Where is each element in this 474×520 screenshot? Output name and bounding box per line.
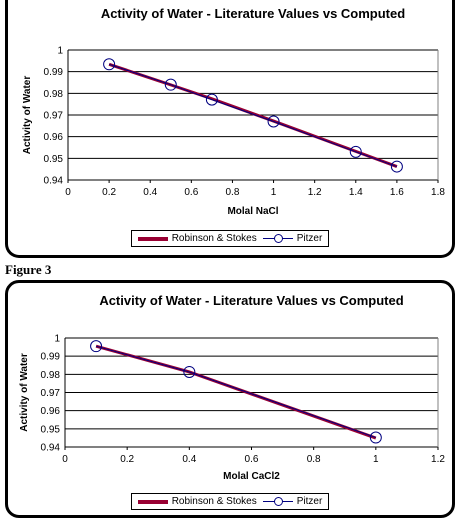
x-tick-label: 1.8 <box>431 187 445 198</box>
x-tick-label: 1 <box>271 187 277 198</box>
x-tick-label: 0.8 <box>225 187 239 198</box>
x-tick-label: 0.6 <box>184 187 198 198</box>
y-tick-label: 0.94 <box>44 176 64 187</box>
series-line-pitzer <box>108 63 398 168</box>
x-tick-label: 0.4 <box>182 454 196 465</box>
x-tick-label: 0.2 <box>102 187 116 198</box>
y-tick-label: 0.98 <box>41 370 61 381</box>
legend-label-robinson: Robinson & Stokes <box>171 496 257 507</box>
robinson-swatch-icon <box>137 236 168 241</box>
pitzer-swatch-icon <box>262 496 293 507</box>
y-tick-label: 0.99 <box>41 352 61 363</box>
y-tick-label: 0.97 <box>44 111 64 122</box>
x-tick-label: 0 <box>62 454 68 465</box>
y-tick-label: 1 <box>57 46 63 57</box>
y-tick-label: 0.96 <box>41 406 61 417</box>
chart-title: Activity of Water - Literature Values vs… <box>101 6 405 21</box>
chart-cacl2: Activity of Water - Literature Values vs… <box>19 293 445 482</box>
y-tick-label: 0.98 <box>44 89 64 100</box>
legend-nacl: Robinson & Stokes Pitzer <box>8 230 452 247</box>
data-point-pitzer <box>205 93 218 106</box>
legend-item-robinson: Robinson & Stokes <box>137 496 257 507</box>
data-point-pitzer <box>349 145 362 158</box>
pitzer-swatch-icon <box>262 233 293 244</box>
y-tick-label: 0.95 <box>41 424 61 435</box>
chart-nacl: Activity of Water - Literature Values vs… <box>22 6 445 217</box>
series-line-pitzer <box>95 345 376 439</box>
x-tick-label: 0 <box>65 187 71 198</box>
robinson-swatch-icon <box>137 499 168 504</box>
data-point-pitzer <box>390 160 403 173</box>
x-axis-label: Molal NaCl <box>227 206 278 217</box>
legend-box: Robinson & Stokes Pitzer <box>130 230 330 247</box>
data-point-pitzer <box>369 431 382 444</box>
y-tick-label: 0.97 <box>41 388 61 399</box>
data-point-pitzer <box>164 78 177 91</box>
chart-panel-cacl2: Activity of Water - Literature Values vs… <box>5 280 455 518</box>
chart-title: Activity of Water - Literature Values vs… <box>99 293 403 308</box>
data-point-pitzer <box>267 115 280 128</box>
figure-label: Figure 3 <box>5 262 52 277</box>
x-tick-label: 1.2 <box>431 454 445 465</box>
x-tick-label: 1 <box>373 454 379 465</box>
data-point-pitzer <box>103 58 116 71</box>
x-tick-label: 0.8 <box>307 454 321 465</box>
y-tick-label: 0.99 <box>44 67 64 78</box>
y-tick-label: 0.94 <box>41 443 61 454</box>
data-point-pitzer <box>183 365 196 378</box>
y-tick-label: 1 <box>54 334 60 345</box>
x-tick-label: 0.2 <box>120 454 134 465</box>
y-axis-label: Activity of Water <box>22 76 33 155</box>
x-axis-label: Molal CaCl2 <box>223 471 280 482</box>
y-tick-label: 0.95 <box>44 154 64 165</box>
chart-panel-nacl: Activity of Water - Literature Values vs… <box>5 0 455 258</box>
x-tick-label: 1.6 <box>390 187 404 198</box>
legend-cacl2: Robinson & Stokes Pitzer <box>8 493 452 510</box>
legend-label-pitzer: Pitzer <box>296 233 323 244</box>
x-tick-label: 0.4 <box>143 187 157 198</box>
x-tick-label: 1.4 <box>349 187 363 198</box>
y-tick-label: 0.96 <box>44 132 64 143</box>
legend-box: Robinson & Stokes Pitzer <box>130 493 330 510</box>
legend-label-pitzer: Pitzer <box>296 496 323 507</box>
legend-item-pitzer: Pitzer <box>262 496 323 507</box>
x-tick-label: 0.6 <box>245 454 259 465</box>
data-point-pitzer <box>90 340 103 353</box>
x-tick-label: 1.2 <box>308 187 322 198</box>
legend-item-pitzer: Pitzer <box>262 233 323 244</box>
legend-label-robinson: Robinson & Stokes <box>171 233 257 244</box>
y-axis-label: Activity of Water <box>19 353 30 432</box>
legend-item-robinson: Robinson & Stokes <box>137 233 257 244</box>
